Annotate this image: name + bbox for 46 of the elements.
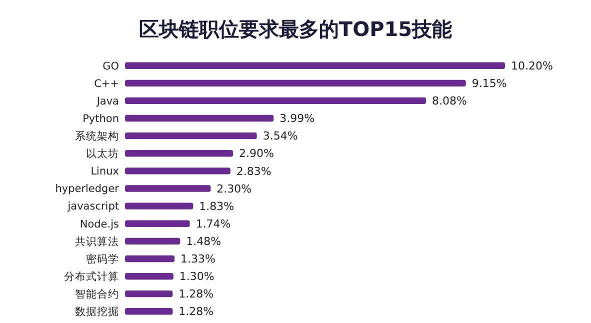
data-label: 3.99% (280, 112, 315, 126)
data-label: 2.90% (239, 147, 274, 160)
data-label: 1.83% (199, 200, 234, 213)
y-tick-label: 以太坊 (86, 147, 119, 160)
bar (125, 80, 466, 86)
bar (125, 114, 274, 122)
y-tick-label: Java (96, 95, 119, 108)
bar (125, 272, 174, 280)
data-label: 1.33% (180, 252, 216, 266)
y-tick-label: 共识算法 (75, 234, 119, 248)
y-tick-label: Python (82, 112, 119, 125)
chart-title: 区块链职位要求最多的TOP15技能 (138, 17, 452, 41)
data-label: 10.20% (511, 59, 553, 72)
bar (125, 150, 234, 157)
y-tick-label: hyperledger (55, 183, 120, 196)
data-label: 1.48% (186, 235, 222, 248)
y-tick-label: 数据挖掘 (75, 305, 119, 318)
data-label: 3.54% (262, 130, 298, 143)
data-label: 9.15% (472, 77, 507, 90)
bar (125, 62, 505, 69)
data-label: 1.74% (196, 217, 231, 230)
y-tick-label: Node.js (80, 218, 119, 230)
data-label: 1.28% (178, 305, 214, 318)
data-label: 2.83% (236, 164, 272, 178)
bar (125, 202, 194, 210)
data-label: 2.30% (216, 182, 252, 196)
bar (125, 290, 173, 298)
y-tick-label: 智能合约 (75, 288, 119, 301)
bar (125, 132, 257, 140)
bar (125, 308, 173, 315)
bar (125, 168, 230, 174)
bar (125, 238, 180, 245)
bar (125, 220, 190, 227)
y-tick-label: 分布式计算 (64, 270, 119, 283)
data-label: 1.30% (179, 270, 214, 284)
data-label: 1.28% (178, 288, 214, 301)
y-tick-label: 密码学 (86, 252, 119, 266)
y-tick-label: Linux (90, 166, 119, 178)
bar (125, 97, 426, 104)
data-label: 8.08% (432, 94, 467, 108)
y-tick-label: javascript (66, 200, 119, 213)
bar (125, 185, 211, 192)
y-tick-label: C++ (94, 78, 119, 90)
y-tick-label: 系统架构 (75, 130, 119, 143)
bar (125, 255, 175, 262)
y-tick-label: GO (102, 60, 119, 72)
